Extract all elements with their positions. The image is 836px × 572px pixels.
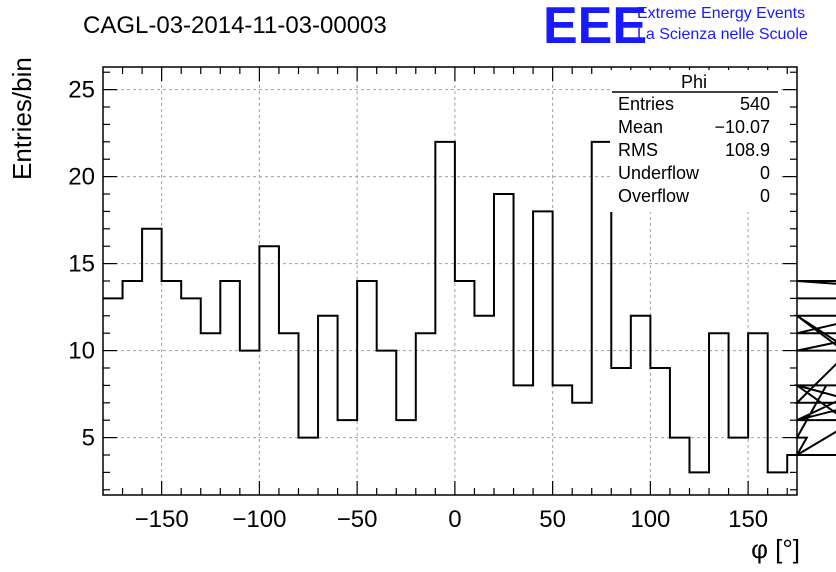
stats-label-3: Underflow: [618, 163, 700, 183]
y-tick-label-2: 15: [68, 251, 95, 278]
stats-label-2: RMS: [618, 140, 658, 160]
histogram-line: [103, 140, 836, 474]
stats-value-4: 0: [760, 186, 770, 206]
x-tick-label-2: −50: [337, 506, 378, 533]
y-tick-label-1: 10: [68, 338, 95, 365]
x-tick-label-4: 50: [539, 506, 566, 533]
y-tick-label-0: 5: [82, 425, 95, 452]
stats-box: Phi Entries 540 Mean −10.07 RMS 108.9 Underflo…: [610, 70, 778, 212]
stats-value-1: −10.07: [714, 117, 770, 137]
chart-title: CAGL-03-2014-11-03-00003: [83, 12, 387, 39]
x-tick-label-1: −100: [232, 506, 286, 533]
stats-value-0: 540: [740, 94, 770, 114]
eee-logo: EEE Extreme Energy Events La Scienza nel…: [543, 0, 808, 55]
stats-value-3: 0: [760, 163, 770, 183]
axis-ticks: [103, 67, 797, 495]
stats-label-1: Mean: [618, 117, 663, 137]
x-tick-label-0: −150: [135, 506, 189, 533]
stats-title: Phi: [681, 72, 707, 92]
x-axis-label: φ [°]: [751, 534, 800, 564]
x-tick-labels: −150 −100 −50 0 50 100 150: [135, 506, 769, 533]
y-tick-labels: 5 10 15 20 25: [68, 77, 95, 452]
x-tick-label-5: 100: [630, 506, 670, 533]
stats-box-bg: [610, 70, 778, 212]
stats-value-2: 108.9: [725, 140, 770, 160]
stats-label-4: Overflow: [618, 186, 690, 206]
x-tick-label-3: 0: [448, 506, 461, 533]
y-tick-label-3: 20: [68, 164, 95, 191]
stats-rows: Entries 540 Mean −10.07 RMS 108.9 Underflow 0 Ov…: [618, 94, 770, 206]
x-tick-label-6: 150: [728, 506, 768, 533]
y-tick-label-4: 25: [68, 77, 95, 104]
logo-line-1: Extreme Energy Events: [637, 5, 805, 22]
y-axis-label: Entries/bin: [7, 57, 37, 180]
logo-line-2: La Scienza nelle Scuole: [637, 26, 808, 43]
logo-letters: EEE: [543, 0, 647, 55]
stats-label-0: Entries: [618, 94, 674, 114]
